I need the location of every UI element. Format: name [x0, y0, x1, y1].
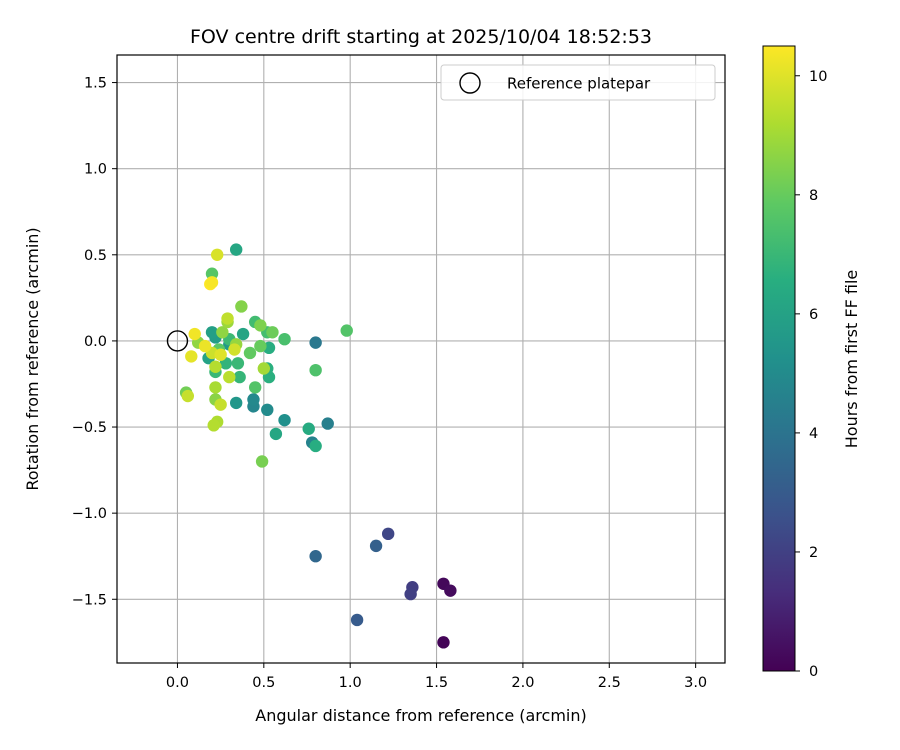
data-point [404, 587, 417, 601]
plot-frame [116, 54, 726, 664]
colorbar-tick-label: 8 [809, 188, 818, 204]
y-tick-label: 0.5 [84, 248, 107, 264]
data-point [236, 327, 250, 341]
data-point [309, 439, 322, 453]
colorbar-gradient [762, 45, 796, 672]
colorbar-tick-label: 2 [809, 545, 818, 561]
data-point [214, 348, 227, 361]
data-point [381, 527, 395, 541]
data-point [444, 584, 457, 597]
x-tick-label: 0.0 [166, 675, 189, 691]
data-point [309, 336, 322, 349]
data-point [229, 243, 243, 256]
y-tick-label: −1.5 [72, 592, 107, 608]
data-point [309, 363, 322, 377]
x-tick-label: 1.0 [339, 675, 362, 691]
data-point [254, 339, 267, 353]
data-point [255, 455, 269, 468]
data-point [188, 327, 201, 341]
data-point [248, 381, 262, 394]
data-point [254, 319, 267, 332]
colorbar-tick-label: 10 [809, 69, 827, 85]
y-axis-ticks: 1.5 1.0 0.5 0.0 −0.5 −1.0 −1.5 [72, 76, 117, 608]
data-point [302, 422, 315, 435]
y-tick-label: 1.0 [84, 162, 107, 178]
data-points [179, 243, 457, 649]
data-point [257, 362, 271, 375]
data-point [229, 396, 243, 410]
data-point [243, 346, 257, 360]
data-point [207, 419, 220, 432]
data-point [247, 393, 260, 406]
y-tick-label: 0.0 [84, 334, 107, 350]
y-tick-label: −1.0 [72, 506, 107, 522]
data-point [205, 267, 219, 280]
data-point [221, 312, 234, 325]
data-point [340, 324, 353, 337]
data-point [235, 300, 248, 313]
colorbar-tick-label: 0 [809, 664, 818, 680]
data-point [233, 370, 246, 384]
data-point [181, 389, 195, 403]
data-point [185, 350, 198, 363]
data-point [216, 326, 229, 339]
y-tick-label: −0.5 [72, 420, 107, 436]
x-axis-label: Angular distance from reference (arcmin) [255, 706, 586, 725]
data-point [210, 248, 224, 261]
data-point [205, 276, 219, 289]
reference-platepar-marker [166, 330, 189, 352]
data-point [231, 357, 245, 370]
colorbar-tick-label: 6 [809, 307, 818, 323]
x-tick-label: 0.5 [252, 675, 275, 691]
data-point [228, 343, 241, 356]
data-point [261, 403, 274, 417]
reference-marker-layer [166, 330, 189, 352]
x-tick-label: 2.5 [598, 675, 621, 691]
colorbar: 0 2 4 6 8 10 Hours from first FF file [762, 45, 861, 680]
colorbar-ticks: 0 2 4 6 8 10 [795, 69, 827, 680]
data-point [223, 370, 236, 384]
data-point [266, 326, 279, 339]
colorbar-label: Hours from first FF file [842, 270, 861, 449]
data-point [350, 613, 364, 627]
data-point [269, 427, 283, 441]
x-tick-label: 2.0 [511, 675, 534, 691]
data-point [278, 332, 291, 346]
legend-box [440, 64, 716, 101]
data-point [198, 339, 212, 353]
data-point [209, 381, 222, 394]
data-point [214, 398, 227, 411]
x-tick-label: 3.0 [684, 675, 707, 691]
y-tick-label: 1.5 [84, 76, 107, 92]
data-point [209, 360, 222, 373]
data-point [437, 636, 450, 649]
data-point [321, 417, 334, 430]
chart-title: FOV centre drift starting at 2025/10/04 … [190, 26, 652, 48]
data-point [278, 413, 291, 427]
y-axis-label: Rotation from reference (arcmin) [23, 227, 42, 490]
colorbar-tick-label: 4 [809, 426, 818, 442]
x-axis-ticks: 0.0 0.5 1.0 1.5 2.0 2.5 3.0 [166, 663, 707, 691]
legend-reference-marker [459, 72, 481, 94]
legend: Reference platepar [440, 64, 716, 101]
data-point [309, 550, 322, 563]
data-point [369, 539, 383, 553]
legend-label-reference-platepar: Reference platepar [507, 75, 651, 93]
data-point [205, 326, 219, 339]
x-tick-label: 1.5 [425, 675, 448, 691]
